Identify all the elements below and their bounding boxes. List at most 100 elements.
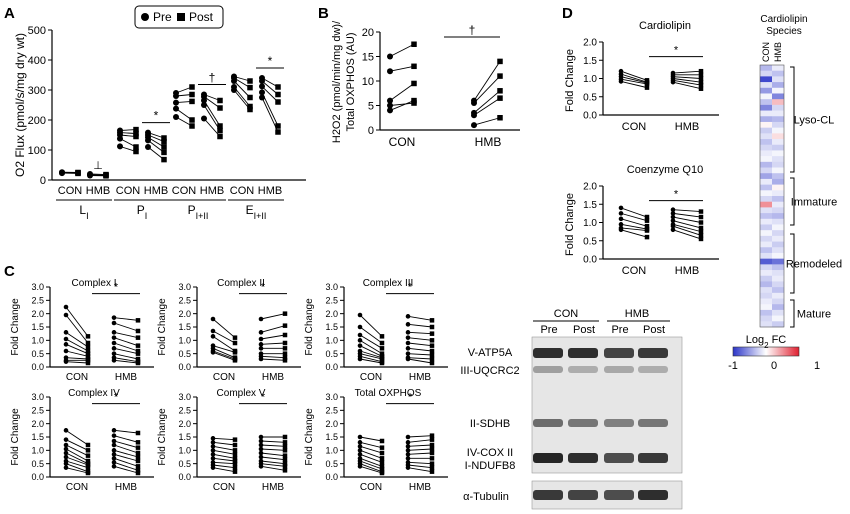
panel-d-coenzyme-q10-con-pair-line (620, 223, 648, 230)
panel-c-complex-v-hmb-pair-line (260, 448, 286, 451)
panel-a-group-3-hmb-post-point (275, 129, 281, 135)
panel-c-complex-iii-con-post-point (379, 340, 385, 346)
heatmap-cell (760, 292, 772, 299)
panel-c-complex-v-hmb-pre-point (258, 438, 264, 444)
panel-a-group-2-hmb-post-point (217, 105, 223, 111)
panel-c-complex-iv-hmb-post-point (135, 445, 141, 450)
panel-c-complex-v-con-pre-point (210, 448, 216, 453)
heatmap-cell (760, 110, 772, 117)
panel-a-group-3-hmb-post-point (275, 91, 281, 98)
heatmap-cell (772, 224, 784, 231)
panel-d-cardiolipin-title: Cardiolipin (639, 20, 691, 32)
panel-c-complex-v-hmb-pair-line (260, 456, 286, 461)
panel-c-complex-iv-con-pre-point (63, 442, 69, 448)
panel-d-coenzyme-q10-con-pre-point (618, 216, 624, 222)
panel-d-coenzyme-q10-con-pre-point (618, 227, 624, 233)
heatmap-cell (760, 121, 772, 128)
panel-b-hmb-label: HMB (475, 135, 502, 149)
panel-b-con-pair-line (389, 43, 415, 57)
panel-c-complex-iv-con-post-point (85, 458, 91, 464)
panel-b-hmb-post-point (497, 95, 503, 101)
panel-a-group-3-con-post-point (247, 78, 253, 84)
panel-c-complex-iv-sig-mark: * (114, 392, 119, 404)
panel-b-y-label-line2: Total OXPHOS (AU) (345, 32, 357, 131)
panel-a-y-tick-label: 0 (40, 175, 46, 187)
panel-c-complex-v-y-tick-label: 2.5 (178, 405, 191, 415)
panel-a-group-3-label: EI+II (246, 203, 267, 221)
panel-c-complex-ii-hmb-pre-point (258, 336, 264, 342)
panel-b-con-pre-point (387, 107, 393, 114)
blot-lane-label: Pre (611, 324, 628, 336)
panel-c-complex-i-con-pre-point (63, 359, 69, 364)
panel-c-complex-iv-y-tick-label: 2.5 (31, 405, 44, 415)
panel-a-group-1-hmb-label: HMB (144, 185, 168, 197)
panel-d-cardiolipin-hmb-post-point (698, 86, 704, 91)
panel-c-complex-iii-hmb-pre-point (405, 356, 411, 362)
panel-c-complex-iv-con-post-point (85, 453, 91, 458)
panel-a-group-1-hmb-pre-point (145, 144, 151, 150)
panel-c-complex-iv-hmb-pair-line (113, 444, 139, 454)
panel-c-complex-v-hmb-post-point (282, 461, 288, 466)
blot-band-label: I-NDUFB8 (465, 460, 516, 472)
panel-c-complex-iii-con-post-point (379, 334, 385, 339)
panel-c-complex-ii-con-pair-line (212, 330, 236, 344)
heatmap-column-label: HMB (773, 42, 783, 62)
panel-c-total-oxphos-hmb-post-point (429, 446, 435, 452)
panel-b-hmb-pre-point (471, 122, 477, 129)
panel-a-group-1-hmb-post-point (161, 144, 167, 150)
panel-c-complex-iii-hmb-pre-point (405, 330, 411, 335)
panel-a-group-3-hmb-post-point (275, 123, 281, 129)
panel-a-group-2-hmb-post-point (217, 123, 223, 129)
panel-c-complex-v-hmb-post-point (282, 464, 288, 469)
blot-band-uqcrc2 (568, 366, 598, 373)
panel-a-group-3-hmb-pre-point (259, 89, 265, 96)
panel-b-con-post-point (411, 63, 417, 70)
panel-c-complex-v-hmb-post-point (282, 453, 288, 458)
panel-c-complex-v-hmb-pair-line (260, 452, 286, 457)
panel-a-group-0-hmb-pre-point (87, 171, 93, 177)
panel-c-complex-ii-con-pair-line (212, 347, 236, 359)
heatmap-cell (760, 235, 772, 242)
panel-c-complex-iv-hmb-post-point (135, 464, 141, 469)
panel-d-cardiolipin-hmb-pair-line (672, 81, 702, 90)
panel-c-complex-iv-hmb-pre-point (111, 460, 117, 465)
panel-c-total-oxphos-hmb-pre-point (405, 452, 411, 457)
panel-c-complex-v-hmb-post-point (282, 444, 288, 449)
panel-d-coenzyme-q10-hmb-post-point (698, 233, 704, 238)
panel-c-complex-iv-hmb-post-point (135, 430, 141, 436)
panel-a-group-3-con-post-point (247, 84, 253, 91)
heatmap-cell (760, 70, 772, 77)
panel-b-hmb-post-point (497, 115, 503, 121)
panel-c-total-oxphos-con-pre-point (357, 464, 363, 469)
panel-d-cardiolipin-hmb-post-point (698, 79, 704, 85)
panel-c-complex-i-con-pre-point (63, 342, 69, 347)
panel-a-group-3-hmb-pre-point (259, 78, 265, 84)
panel-a-group-2-con-pre-point (173, 105, 179, 112)
panel-a-group-1-con-label: CON (116, 185, 141, 197)
panel-c-complex-iii-con-pre-point (357, 332, 363, 338)
panel-a-group-2-label: PI+II (188, 203, 209, 221)
panel-d-coenzyme-q10-hmb-post-point (698, 225, 704, 231)
panel-c-complex-iv-y-tick-label: 0.0 (31, 472, 44, 482)
colorbar-label: Log2 FC (746, 334, 787, 350)
panel-b-con-pair-line (389, 102, 415, 106)
panel-c-complex-ii-con-post-point (232, 340, 238, 346)
legend-pre-label: Pre (153, 10, 172, 24)
panel-c-total-oxphos-y-tick-label: 1.5 (325, 432, 338, 442)
panel-d-coenzyme-q10-y-tick-label: 0.0 (583, 255, 597, 266)
panel-c-complex-v-con-pair-line (212, 457, 236, 462)
panel-a-group-1-hmb-post-point (161, 135, 167, 141)
panel-c-total-oxphos-con-post-point (379, 470, 385, 476)
panel-c-complex-i-hmb-pre-point (111, 335, 117, 340)
panel-c-complex-v-con-pair-line (212, 449, 236, 455)
panel-c-complex-i-y-tick-label: 2.0 (31, 309, 44, 319)
panel-c-complex-iv-con-label: CON (66, 482, 88, 493)
panel-b-hmb-pair-line (473, 117, 501, 126)
heatmap-group-label: Lyso-CL (794, 115, 835, 127)
heatmap-cell (760, 156, 772, 163)
panel-c-complex-i-con-pre-point (63, 330, 69, 335)
panel-b-con-post-point (411, 80, 417, 87)
panel-c-complex-iv-y-tick-label: 1.0 (31, 445, 44, 455)
panel-c-complex-iv-hmb-pair-line (113, 449, 139, 458)
